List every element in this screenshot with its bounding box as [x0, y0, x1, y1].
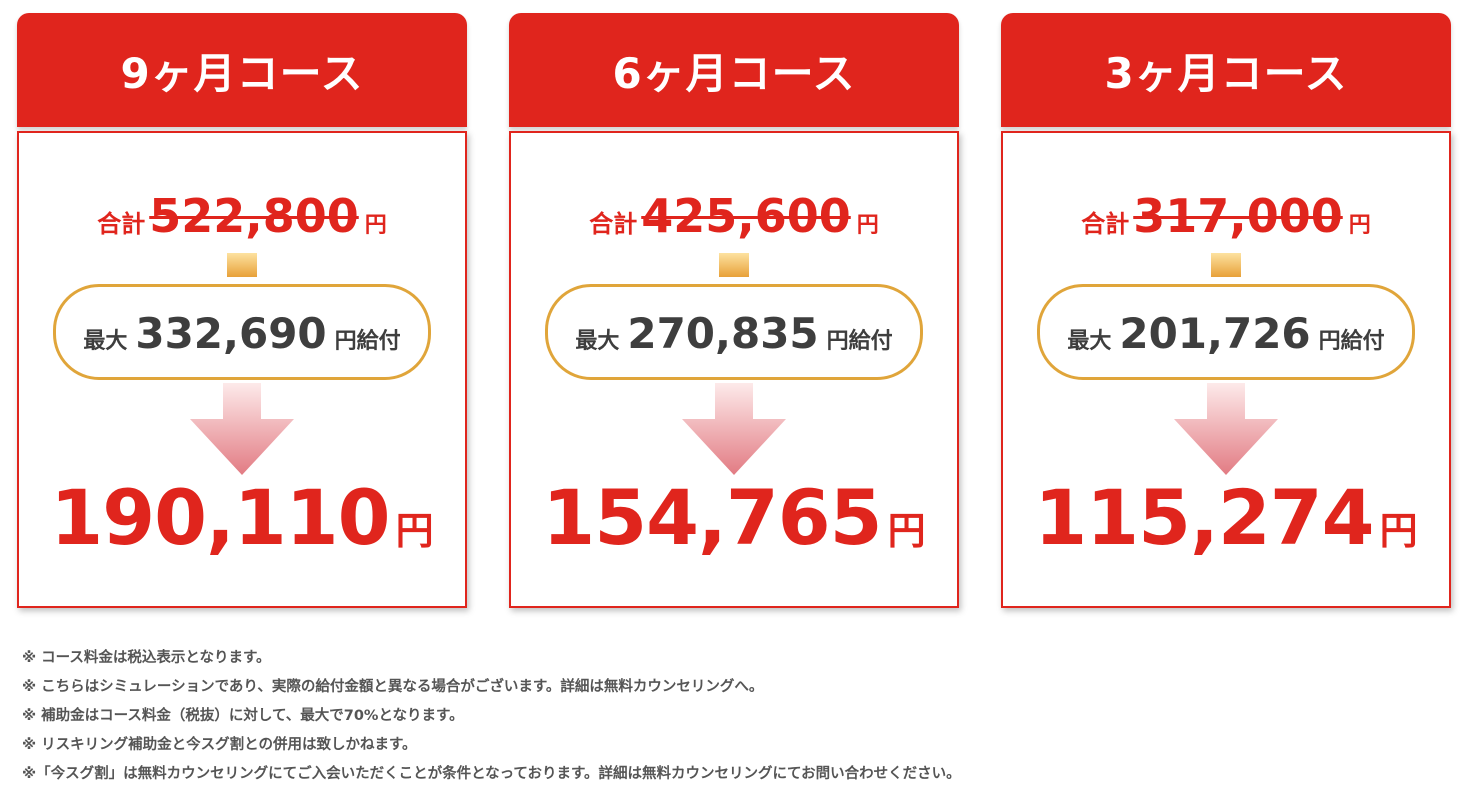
original-total: 合計 317,000 円 [1003, 189, 1449, 243]
subsidy-amount: 332,690 [135, 309, 327, 358]
course-cards: 9ヶ月コース 合計 522,800 円 最大 332,690 円給付 [17, 13, 1451, 608]
total-unit: 円 [1348, 213, 1371, 238]
final-amount: 190,110 [50, 473, 390, 562]
footnote: ※ こちらはシミュレーションであり、実際の給付金額と異なる場合がございます。詳細… [22, 679, 764, 695]
subsidy-unit: 円給付 [826, 329, 893, 354]
total-label: 合計 [1081, 210, 1130, 238]
course-price-panel: 合計 522,800 円 最大 332,690 円給付 [17, 131, 467, 608]
down-arrow-icon [1174, 383, 1278, 475]
subsidy-badge: 最大 332,690 円給付 [53, 284, 431, 380]
connector-bar [719, 253, 749, 277]
original-price-strikethrough: 425,600 [641, 189, 851, 243]
footnote: ※ コース料金は税込表示となります。 [22, 650, 271, 666]
footnote: ※ リスキリング補助金と今スグ割との併用は致しかねます。 [22, 737, 417, 753]
course-card-9-months: 9ヶ月コース 合計 522,800 円 最大 332,690 円給付 [17, 13, 467, 608]
total-label: 合計 [589, 210, 638, 238]
course-price-panel: 合計 425,600 円 最大 270,835 円給付 [509, 131, 959, 608]
final-price: 190,110 円 [19, 473, 465, 562]
original-price-strikethrough: 522,800 [149, 189, 359, 243]
course-title: 9ヶ月コース [17, 13, 467, 127]
course-price-panel: 合計 317,000 円 最大 201,726 円給付 [1001, 131, 1451, 608]
footnotes: ※ コース料金は税込表示となります。 ※ こちらはシミュレーションであり、実際の… [22, 644, 1462, 789]
original-total: 合計 425,600 円 [511, 189, 957, 243]
total-unit: 円 [856, 213, 879, 238]
final-unit: 円 [395, 509, 434, 553]
total-unit: 円 [364, 213, 387, 238]
final-price: 115,274 円 [1003, 473, 1449, 562]
down-arrow-icon [682, 383, 786, 475]
subsidy-label: 最大 [83, 329, 128, 354]
subsidy-unit: 円給付 [1318, 329, 1385, 354]
course-card-6-months: 6ヶ月コース 合計 425,600 円 最大 270,835 円給付 [509, 13, 959, 608]
subsidy-badge: 最大 270,835 円給付 [545, 284, 923, 380]
total-label: 合計 [97, 210, 146, 238]
final-unit: 円 [887, 509, 926, 553]
connector-bar [1211, 253, 1241, 277]
final-amount: 115,274 [1034, 473, 1374, 562]
subsidy-unit: 円給付 [334, 329, 401, 354]
connector-bar [227, 253, 257, 277]
subsidy-badge: 最大 201,726 円給付 [1037, 284, 1415, 380]
original-total: 合計 522,800 円 [19, 189, 465, 243]
course-title: 6ヶ月コース [509, 13, 959, 127]
footnote: ※「今スグ割」は無料カウンセリングにてご入会いただくことが条件となっております。… [22, 766, 961, 782]
subsidy-amount: 201,726 [1119, 309, 1311, 358]
subsidy-label: 最大 [575, 329, 620, 354]
final-unit: 円 [1379, 509, 1418, 553]
original-price-strikethrough: 317,000 [1133, 189, 1343, 243]
subsidy-amount: 270,835 [627, 309, 819, 358]
course-title: 3ヶ月コース [1001, 13, 1451, 127]
subsidy-label: 最大 [1067, 329, 1112, 354]
footnote: ※ 補助金はコース料金（税抜）に対して、最大で70%となります。 [22, 708, 464, 724]
down-arrow-icon [190, 383, 294, 475]
final-price: 154,765 円 [511, 473, 957, 562]
course-card-3-months: 3ヶ月コース 合計 317,000 円 最大 201,726 円給付 [1001, 13, 1451, 608]
final-amount: 154,765 [542, 473, 882, 562]
